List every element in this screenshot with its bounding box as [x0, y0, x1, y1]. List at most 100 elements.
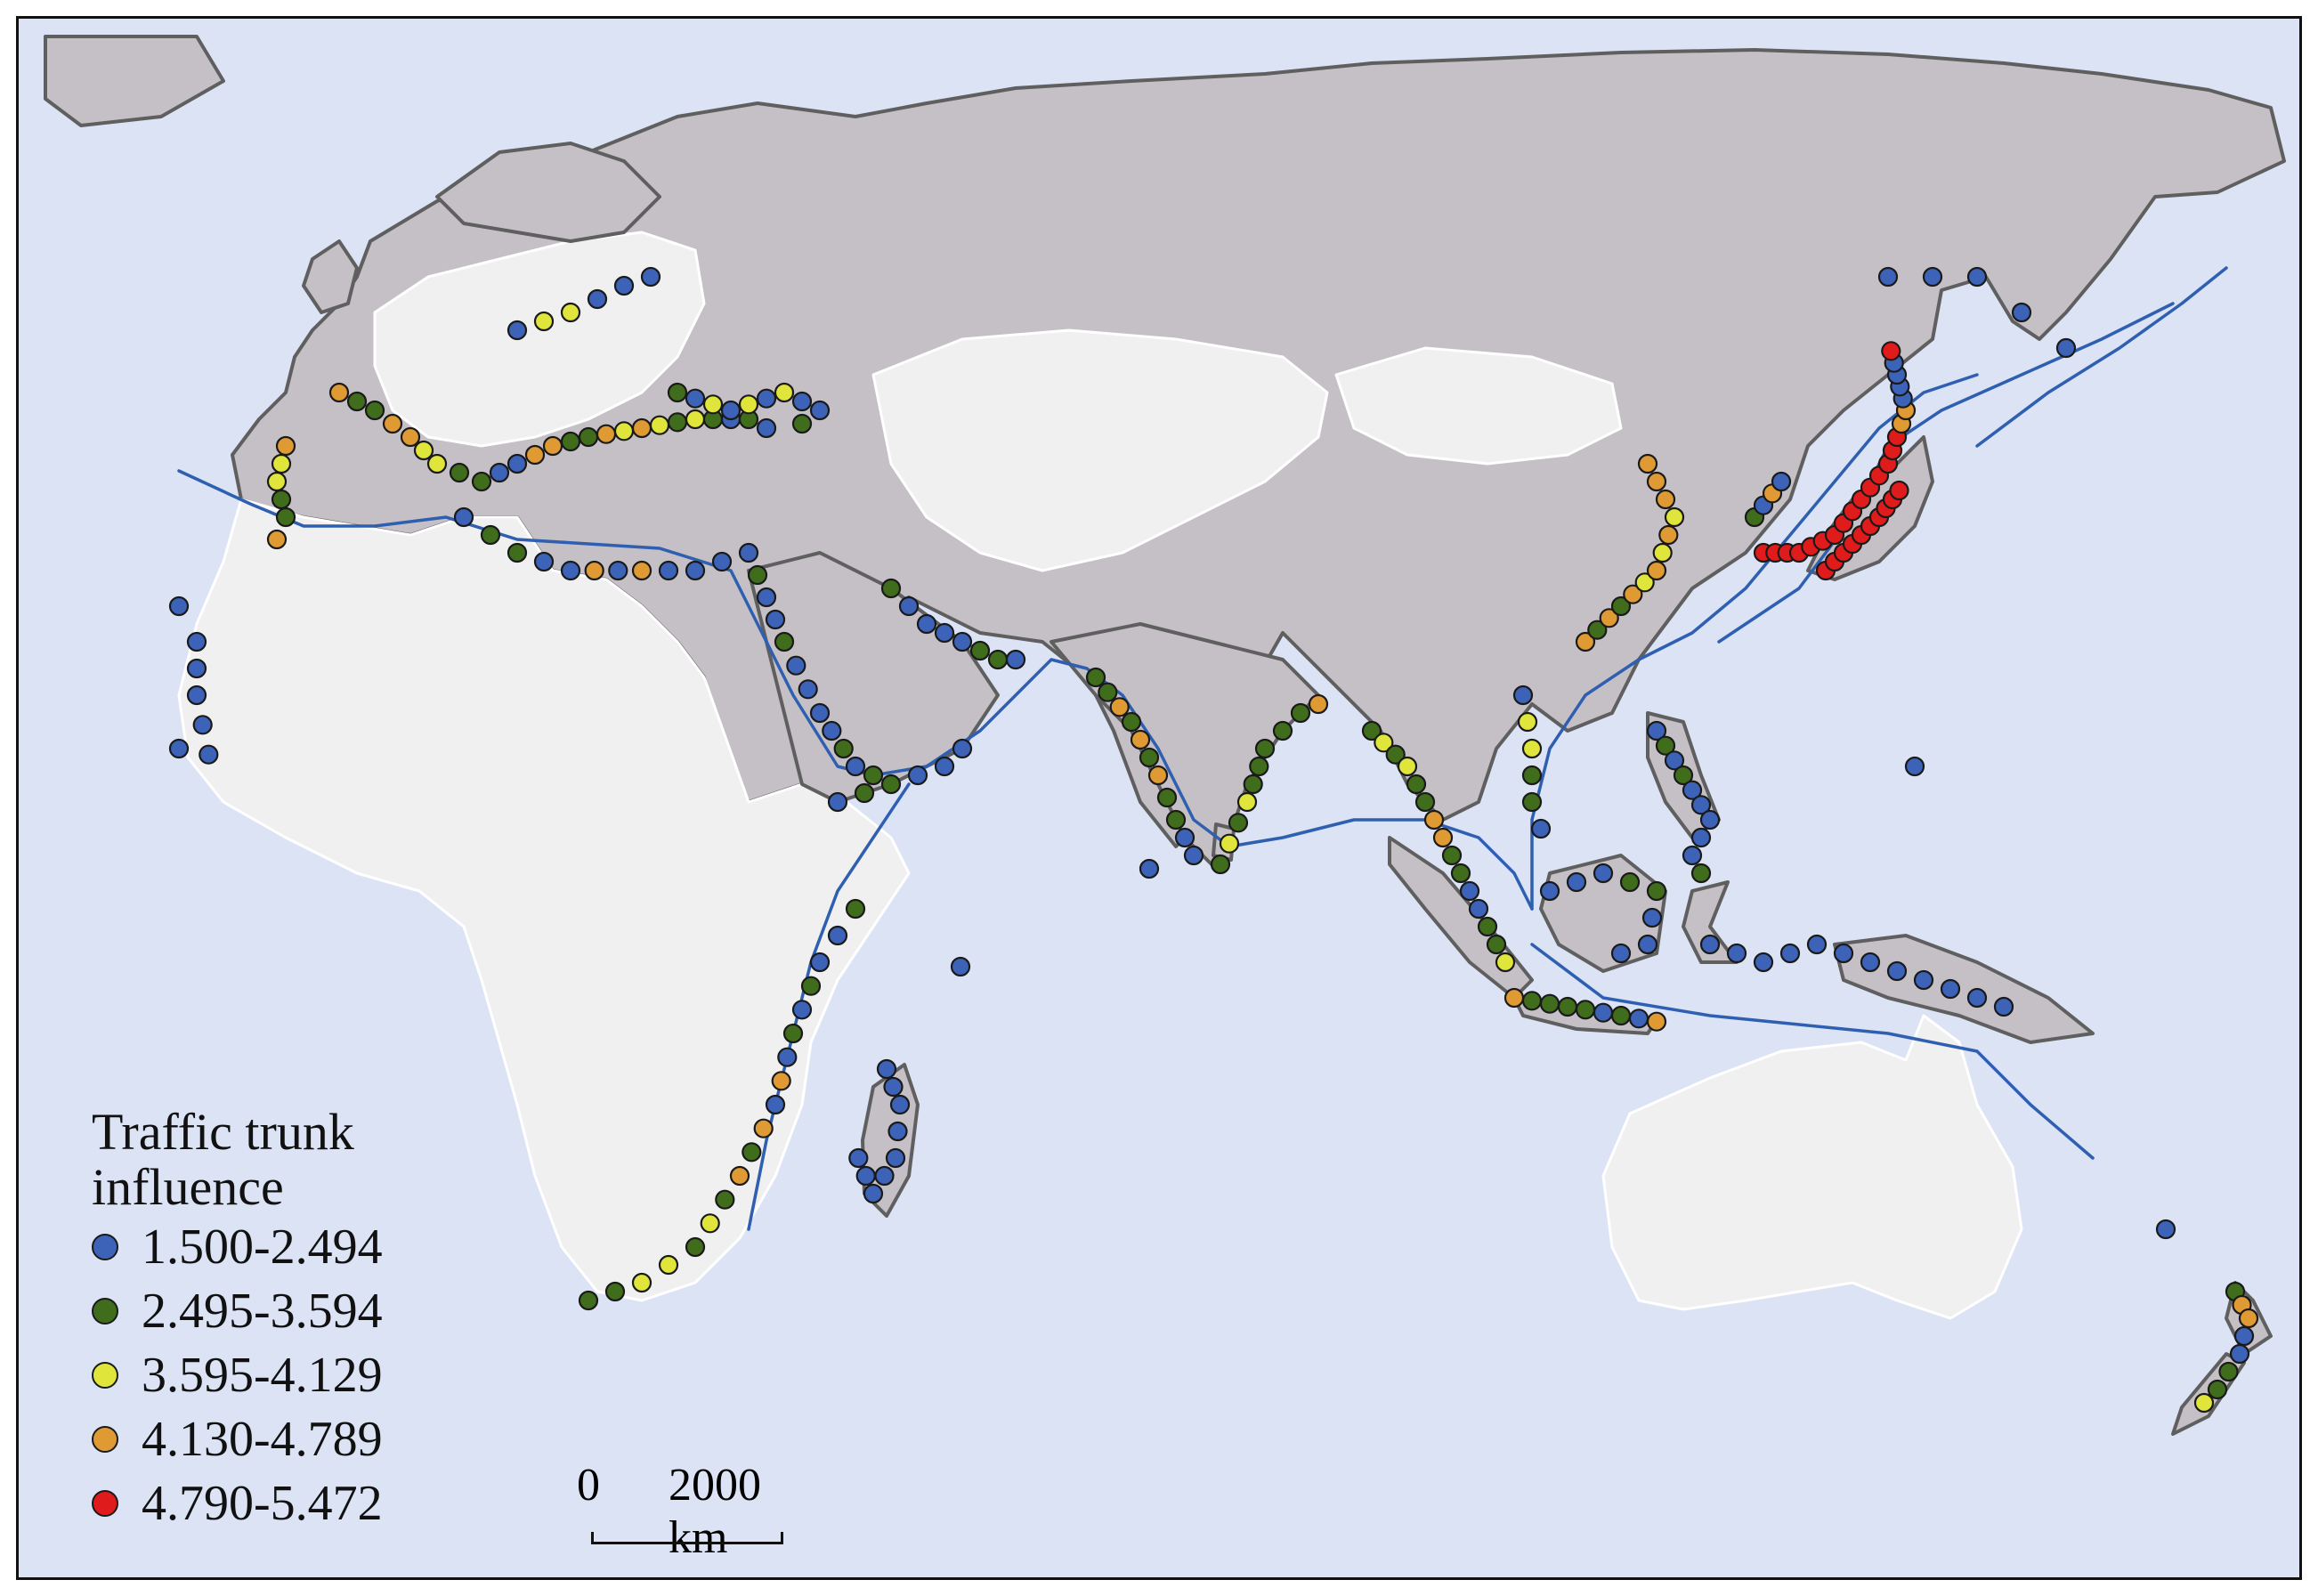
port-point — [880, 578, 902, 599]
port-point — [364, 400, 385, 421]
port-point — [1557, 996, 1578, 1017]
legend-swatch-3 — [92, 1362, 118, 1389]
legend-swatch-4 — [92, 1426, 118, 1453]
port-point — [1374, 733, 1394, 753]
port-point — [1993, 996, 2014, 1017]
port-point — [987, 649, 1009, 670]
port-point — [1966, 987, 1988, 1009]
port-point — [1682, 845, 1703, 866]
port-point — [1966, 266, 1988, 288]
port-point — [2055, 337, 2077, 359]
port-point — [328, 382, 350, 403]
port-point — [604, 1281, 626, 1302]
port-point — [2218, 1361, 2239, 1382]
port-point — [1646, 720, 1667, 741]
port-point — [771, 1071, 791, 1091]
legend-item-3: 3.595-4.129 — [92, 1343, 466, 1407]
port-point — [192, 715, 213, 735]
scale-bar-line — [591, 1532, 783, 1544]
legend: Traffic trunk influence 1.500-2.494 2.49… — [92, 1105, 466, 1535]
port-point — [1085, 667, 1106, 688]
port-point — [1593, 1002, 1614, 1023]
port-point — [1889, 480, 1909, 501]
port-point — [2155, 1219, 2176, 1240]
port-point — [1308, 693, 1329, 715]
port-point — [1664, 750, 1685, 771]
port-point — [774, 631, 795, 652]
port-point — [1165, 809, 1187, 830]
port-point — [765, 1094, 786, 1115]
port-point — [715, 1189, 735, 1210]
port-point — [907, 765, 928, 786]
port-point — [1121, 711, 1142, 733]
scandinavia-landmass — [435, 142, 661, 243]
port-point — [1236, 791, 1258, 813]
port-point — [199, 744, 219, 765]
port-point — [453, 506, 474, 528]
port-point — [2233, 1325, 2255, 1347]
port-point — [1228, 813, 1249, 833]
port-point — [1139, 858, 1160, 879]
port-point — [1699, 809, 1721, 830]
port-point — [560, 431, 581, 452]
port-point — [1432, 827, 1454, 848]
port-point — [1637, 453, 1658, 474]
port-point — [756, 587, 777, 608]
port-point — [1655, 489, 1676, 510]
route-mediterranean — [177, 469, 875, 777]
port-point — [1459, 880, 1480, 902]
port-point — [822, 720, 842, 741]
port-point — [1521, 738, 1543, 759]
port-point — [1922, 266, 1943, 288]
port-point — [1646, 1011, 1667, 1032]
port-point — [578, 426, 599, 448]
port-point — [1539, 880, 1560, 902]
port-point — [631, 417, 652, 439]
australia-landmass — [1601, 1014, 2023, 1320]
legend-swatch-2 — [92, 1298, 118, 1325]
port-point — [1881, 341, 1901, 361]
port-point — [1886, 960, 1908, 982]
port-point — [1005, 649, 1026, 670]
port-point — [584, 560, 604, 581]
port-point — [753, 1118, 774, 1138]
port-point — [1610, 943, 1632, 964]
scale-zero-label: 0 — [577, 1460, 600, 1511]
port-point — [876, 1058, 897, 1080]
port-point — [1098, 682, 1118, 702]
port-point — [1833, 943, 1854, 964]
port-point — [1130, 729, 1151, 750]
port-point — [2238, 1308, 2259, 1329]
port-point — [1877, 266, 1899, 288]
port-point — [1450, 863, 1471, 884]
port-point — [667, 412, 688, 433]
port-point — [1406, 774, 1427, 795]
map-frame: Traffic trunk influence 1.500-2.494 2.49… — [16, 16, 2302, 1580]
port-point — [426, 453, 448, 474]
legend-label-2: 2.495-3.594 — [142, 1284, 383, 1339]
new-guinea-island — [1833, 934, 2095, 1044]
port-point — [782, 1023, 804, 1044]
port-point — [1272, 720, 1293, 741]
port-point — [952, 631, 973, 652]
port-point — [1139, 747, 1160, 768]
port-point — [596, 424, 617, 444]
port-point — [275, 435, 296, 457]
port-point — [1109, 697, 1130, 717]
port-point — [800, 976, 822, 996]
port-point — [1940, 978, 1961, 1000]
port-point — [271, 489, 292, 510]
port-point — [685, 409, 706, 430]
port-point — [667, 382, 688, 403]
port-point — [887, 1121, 908, 1142]
port-point — [1575, 631, 1596, 652]
port-point — [275, 506, 296, 528]
port-point — [2207, 1379, 2228, 1400]
port-point — [1243, 774, 1263, 795]
legend-item-5: 4.790-5.472 — [92, 1471, 466, 1535]
port-point — [756, 388, 777, 409]
route-indonesia-australia — [1530, 943, 2095, 1160]
port-point — [1690, 827, 1712, 848]
legend-item-4: 4.130-4.789 — [92, 1407, 466, 1471]
legend-item-2: 2.495-3.594 — [92, 1279, 466, 1343]
